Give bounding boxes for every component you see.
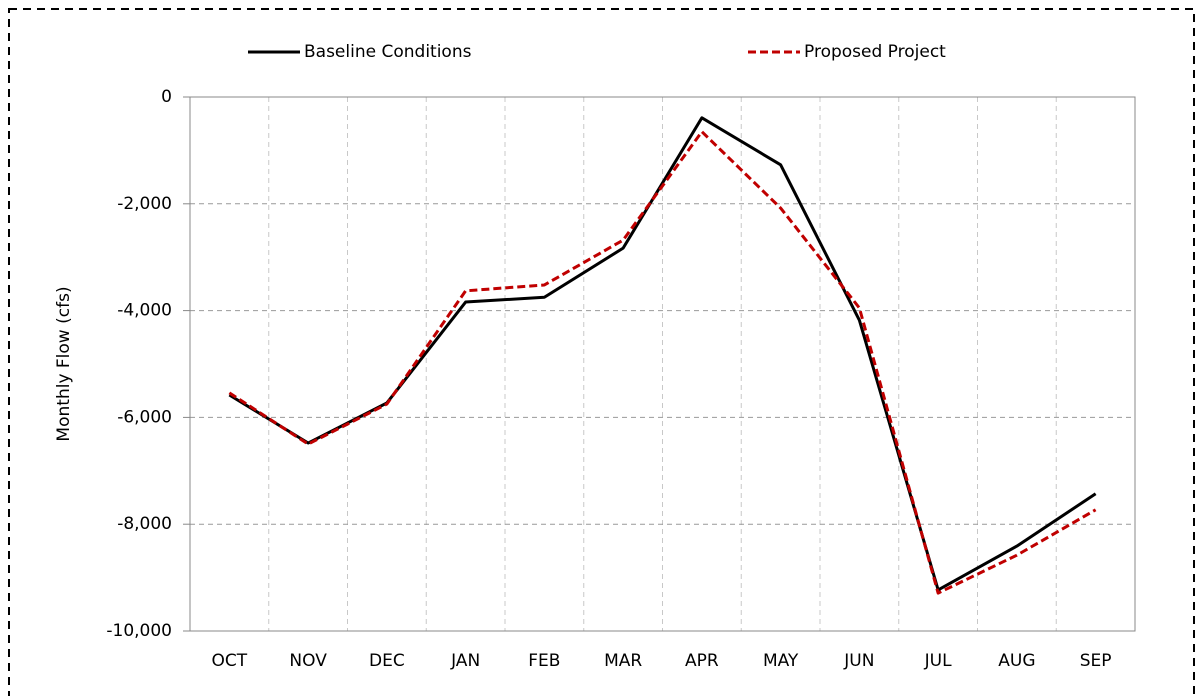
x-tick-label: NOV bbox=[289, 651, 327, 671]
series-line bbox=[228, 130, 1097, 595]
x-tick-label: OCT bbox=[212, 651, 248, 671]
x-tick-label: MAY bbox=[763, 651, 799, 671]
x-tick-label: AUG bbox=[998, 651, 1035, 671]
y-tick-label: -10,000 bbox=[106, 621, 172, 641]
plot-border bbox=[189, 96, 1136, 632]
y-tick-label: -6,000 bbox=[117, 407, 172, 427]
legend-label: Proposed Project bbox=[804, 42, 946, 62]
x-tick-label: JUL bbox=[924, 651, 952, 671]
y-axis-label: Monthly Flow (cfs) bbox=[54, 286, 74, 441]
y-tick-label: -2,000 bbox=[117, 194, 172, 214]
x-tick-label: APR bbox=[685, 651, 719, 671]
legend-label: Baseline Conditions bbox=[304, 42, 472, 62]
x-tick-label: SEP bbox=[1080, 651, 1112, 671]
y-tick-label: -8,000 bbox=[117, 514, 172, 534]
x-tick-label: DEC bbox=[369, 651, 405, 671]
y-tick-label: 0 bbox=[161, 87, 172, 107]
y-tick-label: -4,000 bbox=[117, 301, 172, 321]
x-tick-label: MAR bbox=[604, 651, 642, 671]
frame bbox=[8, 8, 1195, 696]
x-tick-label: JUN bbox=[843, 651, 874, 671]
x-tick-label: JAN bbox=[450, 651, 480, 671]
x-tick-label: FEB bbox=[528, 651, 560, 671]
